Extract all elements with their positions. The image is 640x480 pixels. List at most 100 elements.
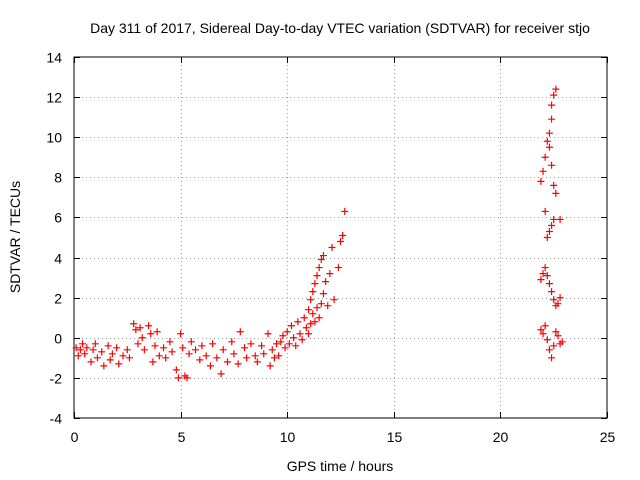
data-point	[300, 314, 308, 322]
data-point	[309, 288, 317, 296]
data-point	[537, 177, 545, 185]
data-point	[315, 314, 323, 322]
data-point	[556, 294, 564, 302]
data-point	[558, 338, 566, 346]
data-point	[140, 346, 148, 354]
data-point	[548, 161, 556, 169]
data-point	[539, 167, 547, 175]
y-tick-label: -4	[50, 411, 63, 427]
data-point	[91, 340, 99, 348]
data-point	[174, 374, 182, 382]
data-point	[273, 340, 281, 348]
data-point	[132, 326, 140, 334]
data-point	[260, 350, 268, 358]
data-point	[202, 352, 210, 360]
data-point	[196, 356, 204, 364]
data-point	[298, 336, 306, 344]
data-point	[266, 362, 274, 370]
x-tick-label: 25	[600, 429, 616, 445]
data-point	[330, 296, 338, 304]
data-point	[309, 310, 317, 318]
data-point	[313, 272, 321, 280]
data-point	[554, 332, 562, 340]
data-point	[247, 340, 255, 348]
data-point	[294, 318, 302, 326]
data-point	[311, 318, 319, 326]
data-point	[548, 101, 556, 109]
data-point	[552, 189, 560, 197]
x-tick-label: 5	[178, 429, 186, 445]
data-point	[155, 352, 163, 360]
data-point	[548, 354, 556, 362]
data-point	[283, 328, 291, 336]
data-point	[79, 340, 87, 348]
data-point	[311, 280, 319, 288]
y-tick-label: 4	[54, 251, 62, 267]
data-point	[87, 358, 95, 366]
data-point	[543, 137, 551, 145]
data-point	[550, 181, 558, 189]
data-point	[74, 352, 82, 360]
data-point	[138, 334, 146, 342]
data-point	[302, 324, 310, 332]
data-point	[307, 320, 315, 328]
data-point	[219, 346, 227, 354]
data-point	[324, 302, 332, 310]
data-point	[198, 342, 206, 350]
data-point	[81, 350, 89, 358]
data-point	[130, 320, 138, 328]
data-point	[123, 346, 131, 354]
data-point	[160, 344, 168, 352]
data-point	[213, 354, 221, 362]
data-point	[337, 238, 344, 246]
data-point	[543, 234, 551, 241]
data-point	[106, 356, 114, 364]
data-point	[228, 338, 236, 346]
grid-layer	[74, 57, 607, 418]
y-tick-label: 6	[54, 210, 62, 226]
data-point	[89, 346, 97, 354]
data-point	[545, 143, 553, 151]
data-point	[543, 272, 551, 280]
data-point	[241, 344, 249, 352]
chart-title: Day 311 of 2017, Sidereal Day-to-day VTE…	[90, 20, 590, 36]
data-point	[151, 342, 159, 350]
data-point	[147, 330, 155, 338]
y-tick-label: 12	[46, 90, 62, 106]
data-point	[183, 374, 191, 382]
data-point	[305, 330, 313, 338]
data-point	[539, 330, 547, 338]
data-point	[72, 344, 80, 352]
data-point	[115, 360, 123, 368]
data-point	[243, 354, 251, 362]
data-point	[187, 338, 195, 346]
data-point	[192, 346, 200, 354]
data-point	[550, 91, 558, 99]
y-tick-label: -2	[50, 371, 63, 387]
data-point	[98, 348, 106, 356]
x-tick-label: 0	[71, 429, 79, 445]
data-point	[279, 332, 287, 340]
data-point	[334, 264, 342, 272]
data-point	[537, 326, 545, 334]
data-point	[548, 221, 556, 229]
data-point	[292, 342, 300, 350]
data-point	[550, 215, 558, 223]
data-point	[556, 215, 564, 223]
data-point	[236, 328, 244, 336]
data-point	[541, 264, 549, 272]
data-point	[537, 276, 545, 284]
data-point	[270, 354, 278, 362]
data-point	[539, 270, 547, 278]
data-point	[545, 346, 553, 354]
data-point	[108, 350, 116, 358]
data-point	[185, 350, 193, 358]
data-point	[545, 129, 553, 137]
plot-frame	[73, 56, 608, 419]
data-point	[275, 352, 283, 360]
data-point	[234, 360, 242, 368]
data-point	[113, 344, 121, 352]
data-point	[100, 362, 108, 370]
